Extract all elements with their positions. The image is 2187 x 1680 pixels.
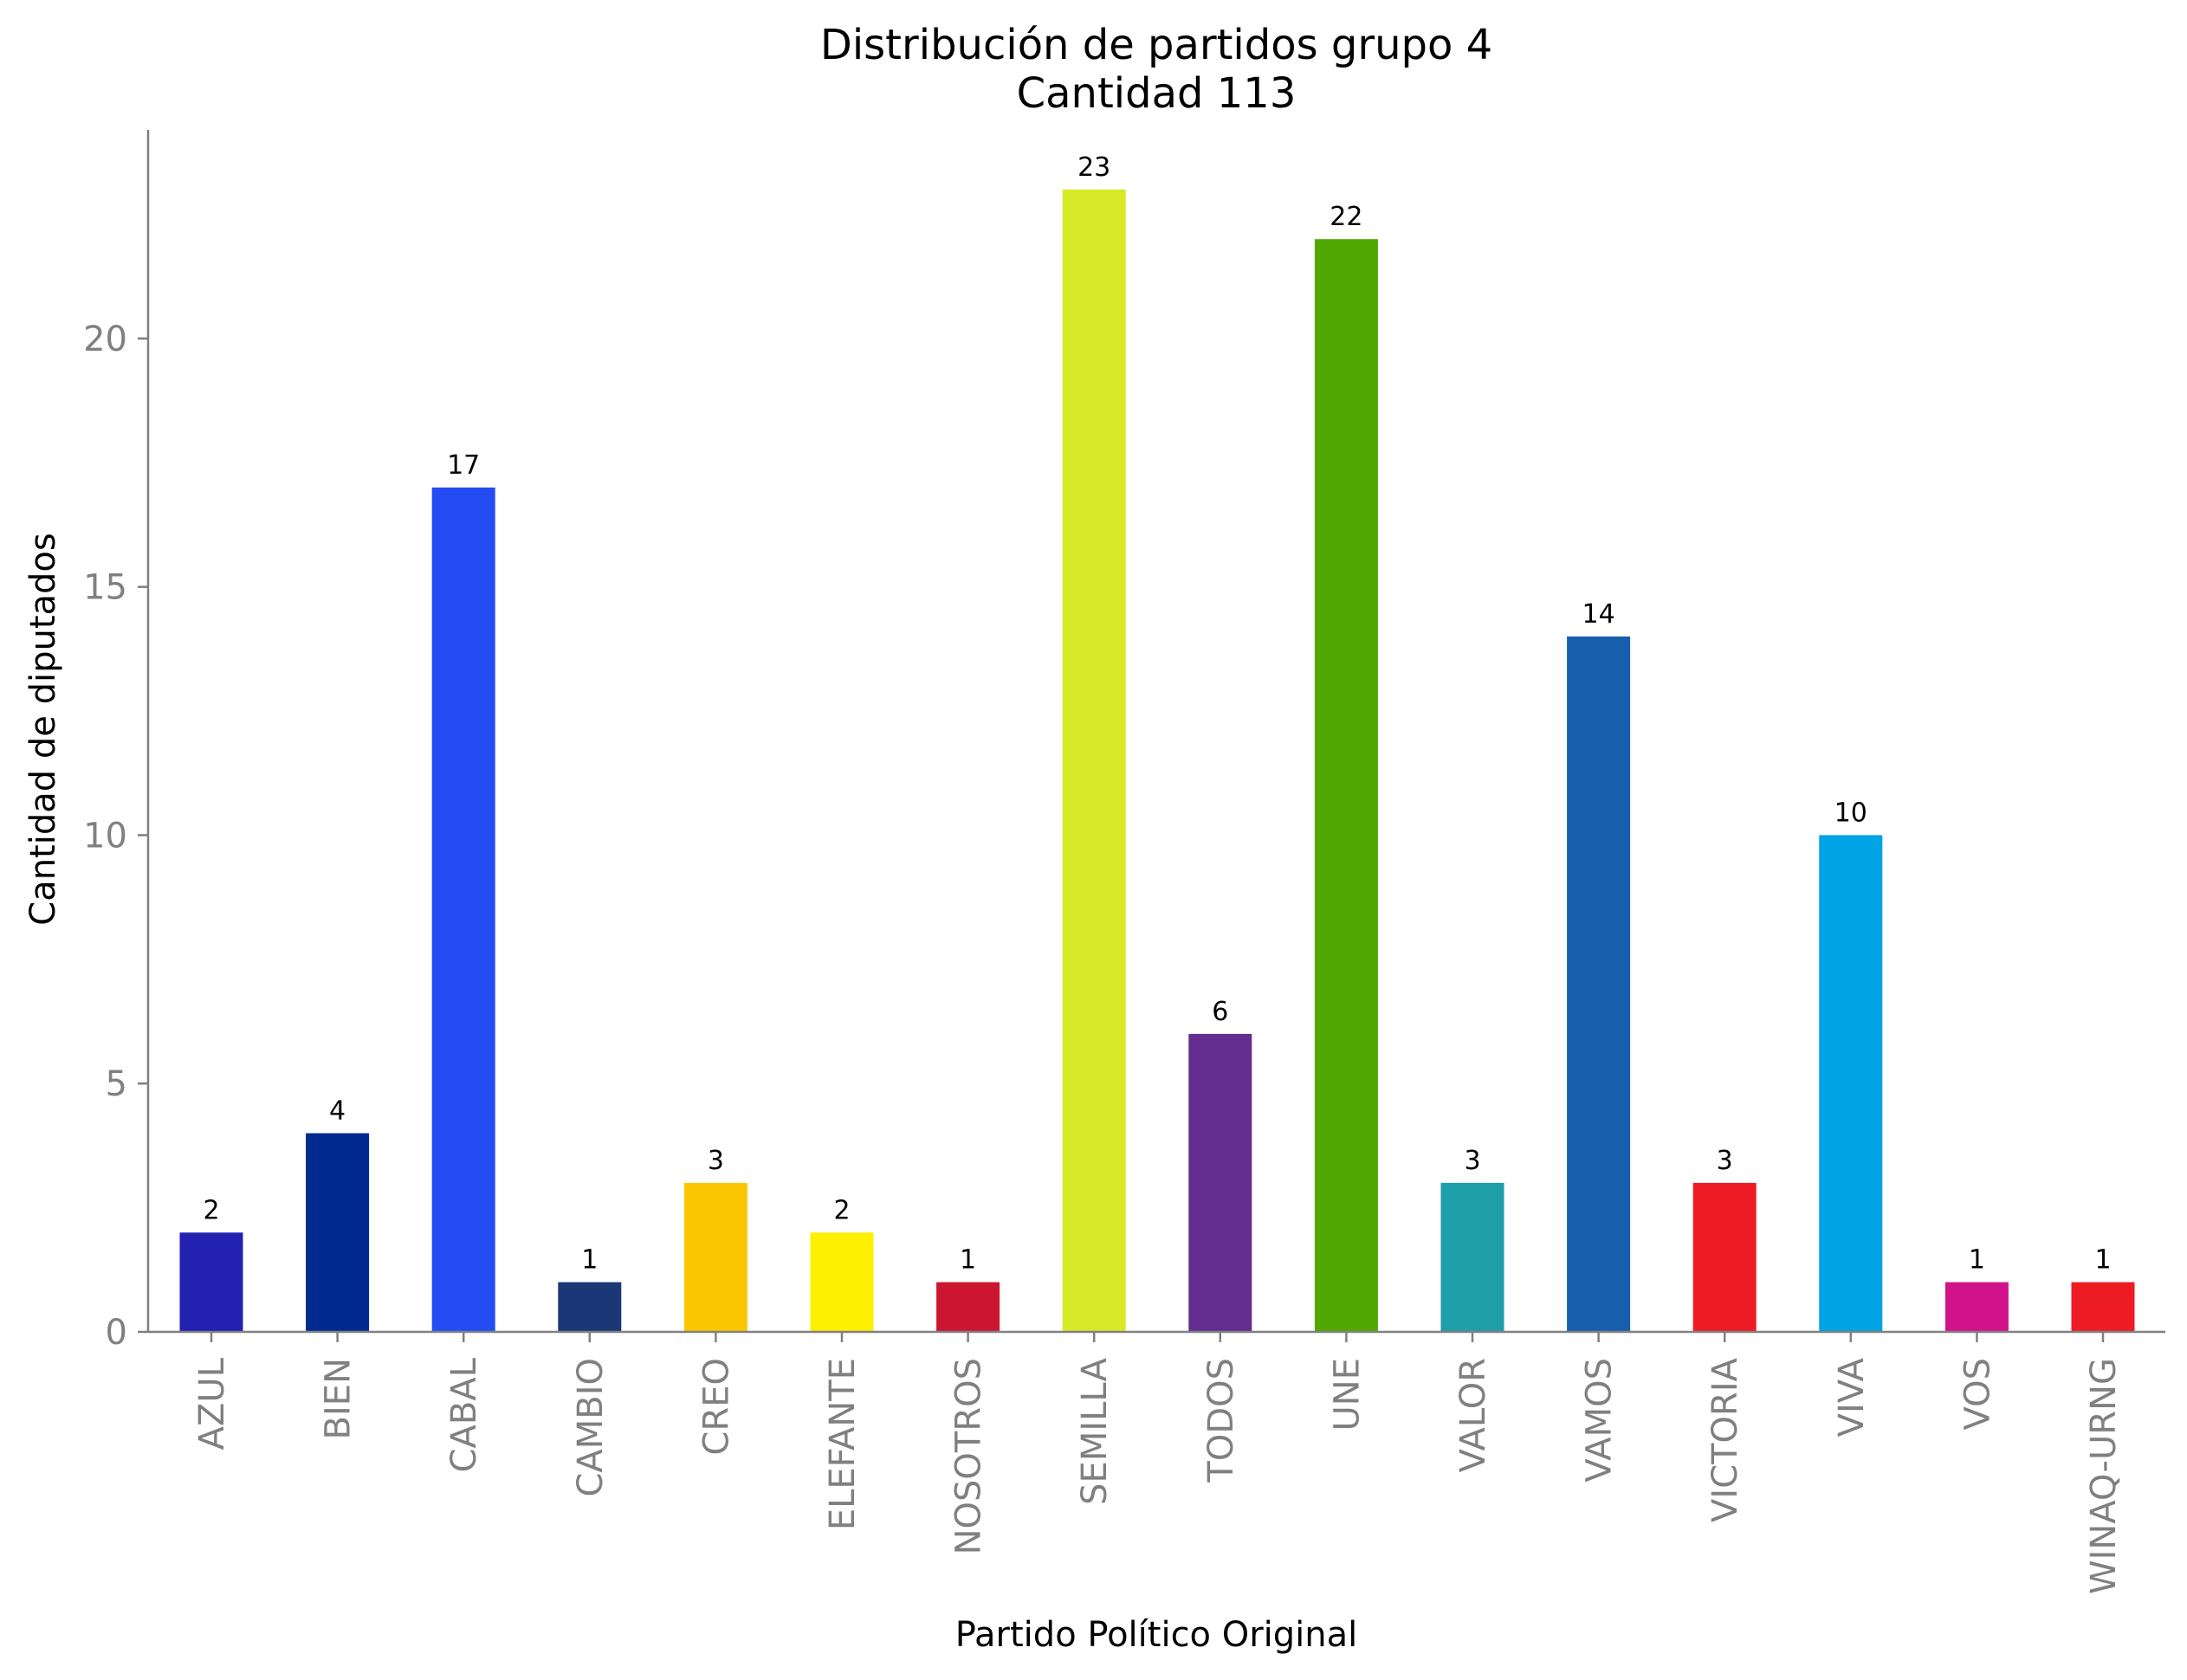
value-label-todos: 6: [1212, 997, 1228, 1027]
x-tick-label-nosotros: NOSOTROS: [949, 1358, 989, 1554]
y-tick-label: 5: [106, 1064, 127, 1104]
value-label-valor: 3: [1464, 1146, 1480, 1176]
bar-todos: [1188, 1033, 1252, 1332]
x-tick-label-vamos: VAMOS: [1580, 1358, 1620, 1483]
value-label-nosotros: 1: [960, 1245, 976, 1276]
y-tick-label: 15: [83, 568, 127, 608]
y-tick-label: 0: [106, 1313, 127, 1353]
x-tick-label-bien: BIEN: [319, 1358, 359, 1439]
bar-nosotros: [936, 1282, 1000, 1332]
x-tick-label-viva: VIVA: [1832, 1357, 1872, 1437]
x-tick-label-todos: TODOS: [1201, 1358, 1241, 1483]
bar-bien: [306, 1133, 370, 1332]
y-axis-label: Cantidad de diputados: [23, 533, 63, 925]
axes-group: [146, 130, 2165, 1334]
x-tick-label-vos: VOS: [1957, 1358, 1997, 1431]
chart-title: Distribución de partidos grupo 4: [820, 21, 1492, 69]
bar-elefante: [810, 1232, 874, 1332]
bar-creo: [683, 1182, 747, 1332]
bar-une: [1314, 239, 1378, 1333]
x-tick-label-winaq-urng: WINAQ-URNG: [2084, 1358, 2124, 1594]
x-tick-label-elefante: ELEFANTE: [823, 1358, 863, 1530]
value-label-vamos: 14: [1582, 599, 1615, 630]
x-tick-label-valor: VALOR: [1453, 1358, 1493, 1472]
value-label-vos: 1: [1969, 1245, 1985, 1276]
value-label-bien: 4: [329, 1096, 346, 1127]
chart-subtitle: Cantidad 113: [1017, 69, 1297, 118]
x-tick-label-cambio: CAMBIO: [571, 1358, 611, 1497]
x-tick-label-victoria: VICTORIA: [1705, 1357, 1745, 1522]
x-tick-label-cabal: CABAL: [444, 1357, 484, 1472]
value-label-azul: 2: [203, 1195, 219, 1225]
value-label-une: 22: [1330, 202, 1362, 232]
y-ticks-group: 0 5 10 15 20: [83, 320, 148, 1353]
value-label-viva: 10: [1834, 798, 1867, 828]
x-tick-label-azul: AZUL: [192, 1357, 232, 1450]
bar-viva: [1819, 835, 1883, 1332]
bar-vos: [1944, 1282, 2009, 1332]
bars-group: [179, 189, 2135, 1333]
value-label-winaq-urng: 1: [2094, 1245, 2111, 1276]
y-tick-label: 10: [83, 816, 127, 856]
x-tick-label-creo: CREO: [696, 1358, 736, 1455]
bar-valor: [1440, 1182, 1504, 1332]
bar-victoria: [1692, 1182, 1757, 1332]
bar-winaq-urng: [2071, 1282, 2135, 1332]
bar-vamos: [1567, 636, 1631, 1332]
value-label-victoria: 3: [1717, 1146, 1733, 1176]
value-label-cambio: 1: [581, 1245, 598, 1276]
bar-cabal: [431, 488, 495, 1332]
x-tick-label-semilla: SEMILLA: [1075, 1357, 1115, 1504]
bar-cambio: [558, 1282, 622, 1332]
y-tick-label: 20: [83, 320, 127, 359]
value-label-semilla: 23: [1077, 152, 1110, 183]
bar-azul: [179, 1232, 243, 1332]
value-labels-group: 2 4 17 1 3 2 1 23 6 22 3 14 3 10 1 1: [203, 152, 2111, 1276]
bar-semilla: [1062, 189, 1126, 1332]
x-axis-label: Partido Político Original: [955, 1615, 1358, 1655]
x-ticks-group: AZUL BIEN CABAL CAMBIO CREO ELEFANTE NOSOTROS S…: [192, 1332, 2124, 1594]
value-label-elefante: 2: [833, 1195, 850, 1225]
x-tick-label-une: UNE: [1327, 1358, 1367, 1431]
value-label-cabal: 17: [447, 450, 480, 481]
value-label-creo: 3: [708, 1146, 724, 1176]
